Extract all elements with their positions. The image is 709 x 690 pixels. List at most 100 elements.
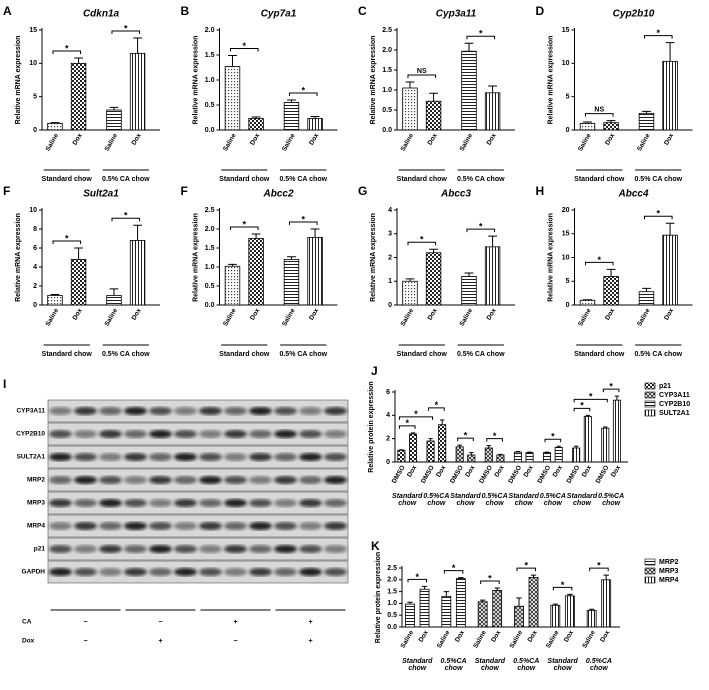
error-bar bbox=[585, 414, 590, 417]
significance-bracket bbox=[516, 567, 537, 572]
blot-band bbox=[149, 430, 172, 438]
significance-label: * bbox=[561, 580, 565, 590]
bar bbox=[425, 252, 442, 306]
error-bar bbox=[479, 599, 486, 602]
significance-bracket bbox=[486, 438, 503, 442]
significance-bracket bbox=[229, 226, 259, 230]
significance-bracket bbox=[111, 217, 141, 222]
bar bbox=[70, 258, 87, 306]
bar bbox=[224, 66, 241, 131]
blot-band bbox=[149, 407, 172, 415]
blot-band bbox=[274, 499, 297, 507]
y-tick-label: 0.0 bbox=[205, 302, 215, 309]
blot-band bbox=[124, 568, 147, 576]
significance-bracket bbox=[111, 30, 141, 34]
blot-row-label: CYP3A11 bbox=[16, 408, 45, 415]
y-axis-label: Relative protein expression bbox=[368, 381, 375, 472]
blot-band bbox=[174, 568, 197, 576]
chart-title: Abcc4 bbox=[617, 189, 648, 200]
error-bar bbox=[429, 92, 438, 102]
treatment-sign: + bbox=[158, 638, 162, 645]
blot-row-label: MRP3 bbox=[27, 500, 45, 507]
error-bar bbox=[527, 451, 532, 453]
blot-band bbox=[49, 476, 72, 484]
significance-label: * bbox=[416, 572, 420, 582]
blot-band bbox=[249, 476, 272, 484]
y-axis-label: Relative mRNA expression bbox=[370, 213, 377, 302]
bar bbox=[601, 427, 610, 463]
blot-band bbox=[74, 499, 97, 507]
error-bar bbox=[494, 587, 500, 591]
x-tick-label: Saline bbox=[104, 307, 120, 327]
x-tick-label: Dox bbox=[563, 629, 575, 643]
error-bar bbox=[405, 81, 415, 88]
x-tick-label: Saline bbox=[222, 132, 238, 152]
x-tick-label: Saline bbox=[577, 132, 593, 152]
y-tick-label: 6 bbox=[386, 389, 390, 396]
significance-bracket bbox=[573, 407, 591, 412]
group-label: Standard chow bbox=[509, 493, 540, 507]
x-tick-label: DMSO bbox=[595, 464, 611, 484]
blot-band bbox=[99, 545, 122, 553]
bar bbox=[129, 239, 146, 306]
blot-band bbox=[249, 499, 272, 507]
significance-label: * bbox=[657, 209, 661, 219]
blot-band bbox=[299, 545, 322, 553]
error-bar bbox=[573, 445, 579, 448]
x-tick-label: Dox bbox=[604, 307, 616, 321]
error-bar bbox=[486, 445, 491, 448]
significance-bracket bbox=[584, 261, 614, 266]
x-tick-label: Saline bbox=[400, 132, 416, 152]
significance-bracket bbox=[466, 35, 496, 40]
blot-band bbox=[124, 545, 147, 553]
blot-band bbox=[174, 545, 197, 553]
x-tick-label: Dox bbox=[663, 307, 675, 321]
blot-band bbox=[224, 453, 247, 461]
blot-row bbox=[47, 445, 349, 469]
group-label: 0.5% CA chow bbox=[279, 351, 327, 358]
bar bbox=[572, 447, 581, 463]
blot-row bbox=[47, 514, 349, 538]
significance-bracket bbox=[457, 437, 474, 442]
legend-swatch bbox=[644, 391, 656, 399]
y-tick-label: 8 bbox=[33, 226, 37, 233]
blot-band bbox=[324, 499, 347, 507]
error-bar bbox=[530, 574, 537, 578]
blot-row bbox=[47, 560, 349, 584]
panel-letter: H bbox=[536, 184, 545, 198]
bar bbox=[586, 610, 597, 628]
y-tick-label: 0.0 bbox=[382, 127, 392, 134]
group-label: Standard chow bbox=[42, 351, 93, 358]
blot-band bbox=[124, 499, 147, 507]
x-tick-label: Saline bbox=[400, 307, 416, 327]
blot-band bbox=[324, 407, 347, 415]
bar bbox=[477, 601, 488, 628]
x-tick-label: DMSO bbox=[449, 464, 465, 484]
y-tick-label: 3 bbox=[388, 231, 392, 238]
y-axis-label: Relative mRNA expression bbox=[547, 36, 554, 125]
blot-row-label: CYP2B10 bbox=[16, 431, 45, 438]
y-tick-label: 0.5 bbox=[387, 612, 397, 619]
bar bbox=[402, 280, 418, 306]
significance-bracket bbox=[398, 416, 434, 420]
error-bar bbox=[443, 591, 450, 597]
bar bbox=[224, 265, 241, 306]
bar bbox=[583, 416, 592, 463]
blot-band bbox=[74, 407, 97, 415]
error-bar bbox=[407, 601, 413, 605]
bar bbox=[525, 452, 534, 463]
x-tick-label: Dox bbox=[72, 307, 84, 321]
error-bar bbox=[469, 452, 474, 455]
panel-letter: J bbox=[371, 364, 378, 378]
x-tick-label: Dox bbox=[427, 132, 439, 146]
significance-bracket bbox=[643, 215, 673, 220]
bar bbox=[248, 118, 264, 131]
blot-band bbox=[199, 407, 222, 415]
y-tick-label: 2 bbox=[388, 254, 392, 261]
blot-band bbox=[99, 476, 122, 484]
x-tick-label: Dox bbox=[493, 464, 505, 478]
bar bbox=[461, 50, 477, 131]
blot-band bbox=[74, 453, 97, 461]
x-tick-label: Dox bbox=[523, 464, 535, 478]
significance-label: NS bbox=[417, 68, 427, 75]
